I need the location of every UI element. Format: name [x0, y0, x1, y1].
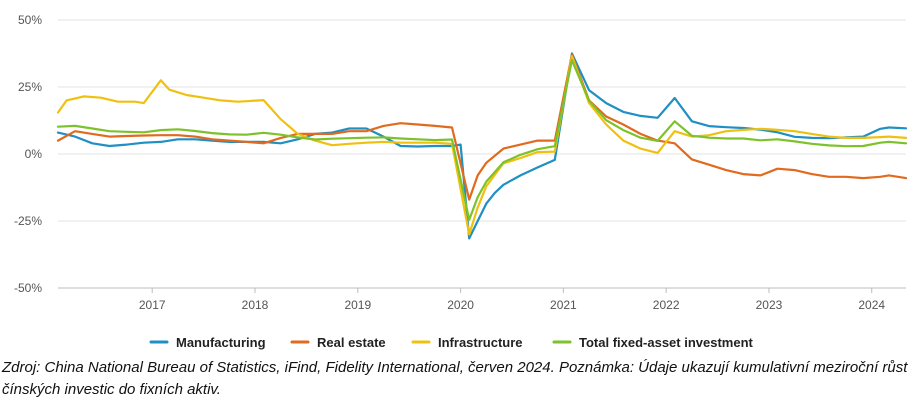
x-tick-label: 2020 [447, 298, 474, 312]
y-tick-label: 25% [18, 80, 42, 94]
x-tick-label: 2023 [756, 298, 783, 312]
gridlines [58, 19, 906, 289]
x-tick-label: 2021 [550, 298, 577, 312]
series-lines [56, 52, 908, 240]
legend-label: Real estate [317, 335, 386, 350]
x-tick-label: 2017 [139, 298, 166, 312]
y-tick-label: -50% [14, 281, 42, 295]
x-tick-label: 2018 [242, 298, 269, 312]
legend-label: Manufacturing [176, 335, 266, 350]
x-tick-label: 2024 [858, 298, 885, 312]
x-tick-label: 2019 [344, 298, 371, 312]
line-chart: 50% 25% 0% -25% -50% 2017 2018 2019 2020 2021 202… [14, 13, 908, 350]
y-tick-label: 0% [25, 147, 43, 161]
source-note: Zdroj: China National Bureau of Statisti… [2, 359, 908, 398]
x-tick-label: 2022 [653, 298, 680, 312]
legend: Manufacturing Real estate Infrastructure To… [149, 335, 754, 350]
series-line-manufacturing [56, 52, 908, 240]
legend-label: Infrastructure [438, 335, 523, 350]
series-line-real-estate [56, 53, 908, 201]
y-tick-label: -25% [14, 214, 42, 228]
series-line-total-fixed-asset-investment [56, 59, 908, 221]
legend-label: Total fixed-asset investment [579, 335, 754, 350]
y-tick-label: 50% [18, 13, 42, 27]
series-line-infrastructure [56, 55, 908, 236]
x-axis-ticks: 2017 2018 2019 2020 2021 2022 2023 2024 [139, 288, 885, 312]
y-axis-ticks: 50% 25% 0% -25% -50% [14, 13, 42, 295]
